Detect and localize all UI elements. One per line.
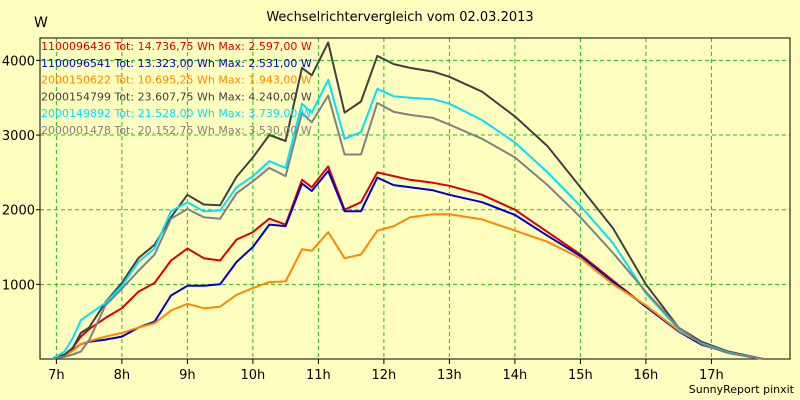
x-tick-label: 9h: [179, 368, 196, 383]
legend-entry-1100096541: 1100096541 Tot: 13.323,00 Wh Max: 2.531,…: [41, 57, 312, 70]
series-line-2000150622: [52, 213, 764, 360]
x-tick-label: 12h: [371, 368, 396, 383]
x-tick-label: 14h: [503, 368, 528, 383]
y-tick-label: 1000: [2, 278, 35, 293]
plot-frame: [39, 37, 791, 360]
series-line-2000001478: [52, 94, 764, 360]
y-tick-label: 4000: [2, 54, 35, 69]
chart-title: Wechselrichtervergleich vom 02.03.2013: [266, 10, 534, 25]
x-tick-label: 17h: [699, 368, 724, 383]
y-tick-label: 2000: [2, 204, 35, 219]
y-tick-label: 3000: [2, 129, 35, 144]
series-line-2000149892: [52, 78, 764, 360]
x-tick-label: 11h: [306, 368, 331, 383]
x-tick-label: 15h: [568, 368, 593, 383]
series-line-1100096541: [52, 169, 764, 360]
x-tick-label: 10h: [240, 368, 265, 383]
x-tick-label: 8h: [114, 368, 131, 383]
series-line-1100096436: [52, 165, 764, 360]
series-line-2000154799: [52, 41, 764, 360]
x-tick-label: 16h: [634, 368, 659, 383]
legend-entry-1100096436: 1100096436 Tot: 14.736,75 Wh Max: 2.597,…: [41, 40, 312, 53]
x-tick-label: 13h: [437, 368, 462, 383]
credit-label: SunnyReport pinxit: [688, 383, 794, 396]
y-axis-unit: W: [34, 15, 48, 31]
legend-entry-2000149892: 2000149892 Tot: 21.528,00 Wh Max: 3.739,…: [41, 107, 312, 120]
legend-entry-2000154799: 2000154799 Tot: 23.607,75 Wh Max: 4.240,…: [41, 90, 312, 103]
x-tick-label: 7h: [48, 368, 65, 383]
legend-entry-2000001478: 2000001478 Tot: 20.152,75 Wh Max: 3.530,…: [41, 124, 312, 137]
legend-entry-2000150622: 2000150622 Tot: 10.695,25 Wh Max: 1.943,…: [41, 74, 312, 87]
